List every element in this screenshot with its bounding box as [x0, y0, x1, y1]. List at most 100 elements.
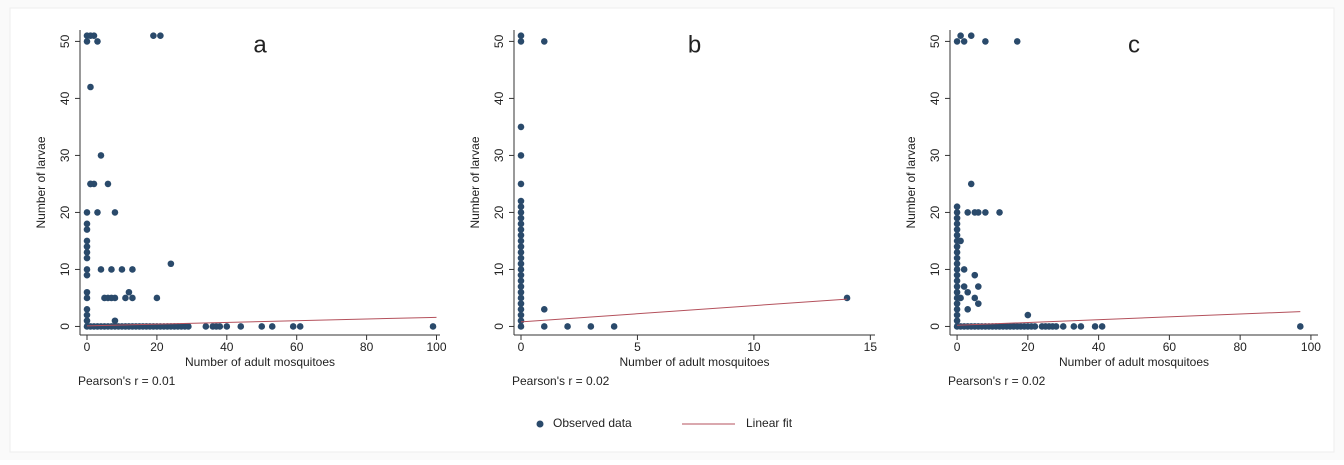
point — [953, 220, 961, 228]
point — [540, 306, 548, 313]
point — [258, 323, 266, 330]
y-tick-label: 50 — [58, 34, 72, 48]
x-tick-label: 20 — [1021, 340, 1035, 354]
point — [971, 271, 979, 279]
x-tick-label: 0 — [954, 340, 961, 354]
point — [982, 38, 989, 45]
y-tick-label: 40 — [492, 91, 506, 105]
x-axis-label: Number of adult mosquitoes — [1059, 355, 1209, 369]
y-axis-label: Number of larvae — [468, 136, 482, 228]
point — [1024, 311, 1032, 319]
point — [953, 306, 961, 313]
point — [83, 266, 91, 273]
y-tick-label: 30 — [492, 148, 506, 162]
y-tick-label: 20 — [58, 205, 72, 219]
point — [83, 294, 91, 302]
point — [975, 300, 982, 307]
point — [1077, 323, 1085, 330]
point — [1070, 323, 1078, 330]
point — [83, 271, 91, 279]
point — [83, 209, 91, 216]
point — [964, 306, 971, 313]
panel-label: a — [253, 31, 267, 58]
point — [953, 266, 961, 273]
point — [996, 209, 1003, 216]
y-tick-label: 30 — [928, 148, 942, 162]
y-tick-label: 20 — [928, 205, 942, 219]
point — [967, 180, 975, 188]
point — [185, 323, 192, 330]
point — [953, 317, 961, 325]
point — [517, 180, 525, 188]
point — [83, 311, 91, 319]
point — [517, 266, 525, 273]
point — [953, 288, 961, 296]
point — [953, 277, 961, 285]
point — [83, 32, 91, 40]
annotation: Pearson's r = 0.02 — [948, 374, 1046, 388]
point — [122, 294, 129, 302]
point — [87, 180, 94, 188]
legend: Observed data Linear fit — [536, 416, 793, 430]
x-tick-label: 60 — [290, 340, 304, 354]
point — [953, 226, 961, 233]
x-tick-label: 80 — [360, 340, 374, 354]
point — [953, 231, 961, 239]
point — [953, 203, 961, 211]
point — [517, 123, 525, 131]
x-tick-label: 5 — [634, 340, 641, 354]
point — [1052, 323, 1060, 330]
point — [83, 226, 91, 233]
point — [268, 323, 276, 330]
point — [517, 243, 525, 250]
point — [517, 288, 525, 296]
point — [517, 32, 525, 40]
point — [517, 226, 525, 233]
point — [108, 294, 115, 302]
point — [953, 38, 961, 45]
point — [129, 294, 136, 302]
point — [1059, 323, 1067, 330]
x-tick-label: 20 — [150, 340, 164, 354]
point — [108, 266, 115, 273]
point — [957, 237, 964, 245]
point — [843, 294, 851, 302]
point — [94, 38, 101, 45]
point — [957, 294, 964, 302]
panel-label: b — [688, 31, 701, 58]
x-tick-label: 100 — [426, 340, 446, 354]
y-axis-label: Number of larvae — [904, 136, 918, 228]
point — [517, 254, 525, 262]
x-tick-label: 40 — [220, 340, 234, 354]
point — [517, 197, 525, 205]
point — [167, 260, 175, 268]
point — [964, 209, 971, 216]
point — [964, 288, 971, 296]
x-tick-label: 80 — [1233, 340, 1247, 354]
point — [517, 152, 525, 159]
x-tick-label: 10 — [747, 340, 761, 354]
point — [517, 260, 525, 268]
point — [517, 294, 525, 302]
point — [960, 266, 968, 273]
point — [97, 152, 105, 159]
point — [83, 288, 91, 296]
point — [153, 294, 161, 302]
point — [953, 271, 961, 279]
x-tick-label: 15 — [864, 340, 878, 354]
point — [953, 300, 961, 307]
point — [957, 32, 964, 40]
point — [517, 300, 525, 307]
point — [540, 38, 548, 45]
x-tick-label: 40 — [1092, 340, 1106, 354]
point — [517, 283, 525, 290]
panel-label: c — [1128, 31, 1140, 58]
point — [960, 38, 968, 45]
point — [517, 323, 525, 330]
point — [953, 243, 961, 250]
point — [83, 249, 91, 256]
point — [83, 254, 91, 262]
point — [975, 283, 982, 290]
point — [83, 306, 91, 313]
